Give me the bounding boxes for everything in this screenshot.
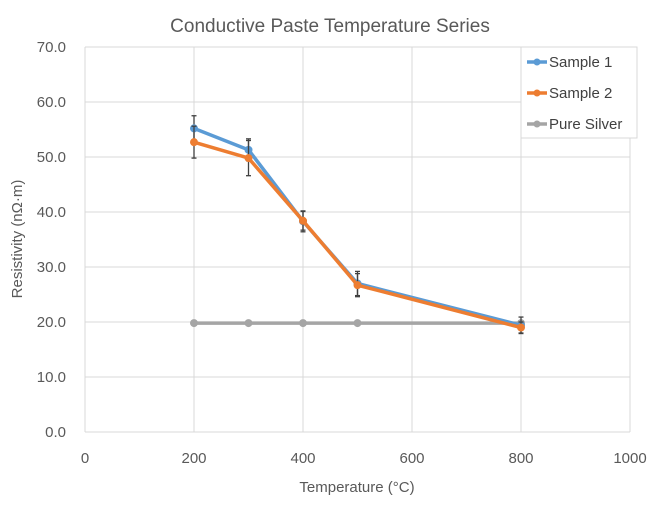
y-tick-label: 0.0 [45, 424, 66, 441]
y-tick-label: 20.0 [37, 314, 66, 331]
x-tick-label: 0 [81, 450, 89, 467]
y-tick-label: 70.0 [37, 39, 66, 56]
data-point [353, 319, 362, 328]
legend-entry: Sample 2 [527, 85, 612, 102]
data-point [190, 319, 198, 328]
chart-title: Conductive Paste Temperature Series [170, 16, 490, 37]
series-layer [190, 115, 525, 335]
series-pure-silver [190, 319, 525, 328]
x-tick-label: 1000 [613, 450, 646, 467]
legend-marker [533, 89, 541, 97]
legend-entry: Pure Silver [527, 116, 622, 133]
data-point [244, 154, 253, 163]
x-tick-label: 600 [399, 450, 424, 467]
legend: Sample 1 Sample 2 Pure Silver [520, 46, 638, 139]
y-tick-label: 50.0 [37, 149, 66, 166]
y-tick-label: 10.0 [37, 369, 66, 386]
data-point [190, 138, 198, 147]
data-point [299, 216, 307, 225]
legend-label: Pure Silver [549, 116, 622, 133]
data-point [244, 319, 253, 328]
data-point [517, 323, 525, 332]
legend-entry: Sample 1 [527, 54, 612, 71]
x-axis-title: Temperature (°C) [299, 479, 414, 496]
y-tick-label: 40.0 [37, 204, 66, 221]
y-tick-label: 30.0 [37, 259, 66, 276]
legend-marker [533, 58, 541, 66]
x-tick-label: 400 [290, 450, 315, 467]
series-sample-2 [190, 125, 525, 334]
y-axis-title: Resistivity (nΩ·m) [9, 180, 26, 299]
legend-label: Sample 2 [549, 85, 612, 102]
x-tick-label: 800 [508, 450, 533, 467]
legend-label: Sample 1 [549, 54, 612, 71]
y-tick-label: 60.0 [37, 94, 66, 111]
data-point [299, 319, 307, 328]
data-point [353, 281, 362, 290]
x-tick-label: 200 [181, 450, 206, 467]
legend-marker [533, 120, 541, 128]
axis-layer: 0.0 10.0 20.0 30.0 40.0 50.0 60.0 70.0 0 200 400 60… [37, 39, 647, 467]
